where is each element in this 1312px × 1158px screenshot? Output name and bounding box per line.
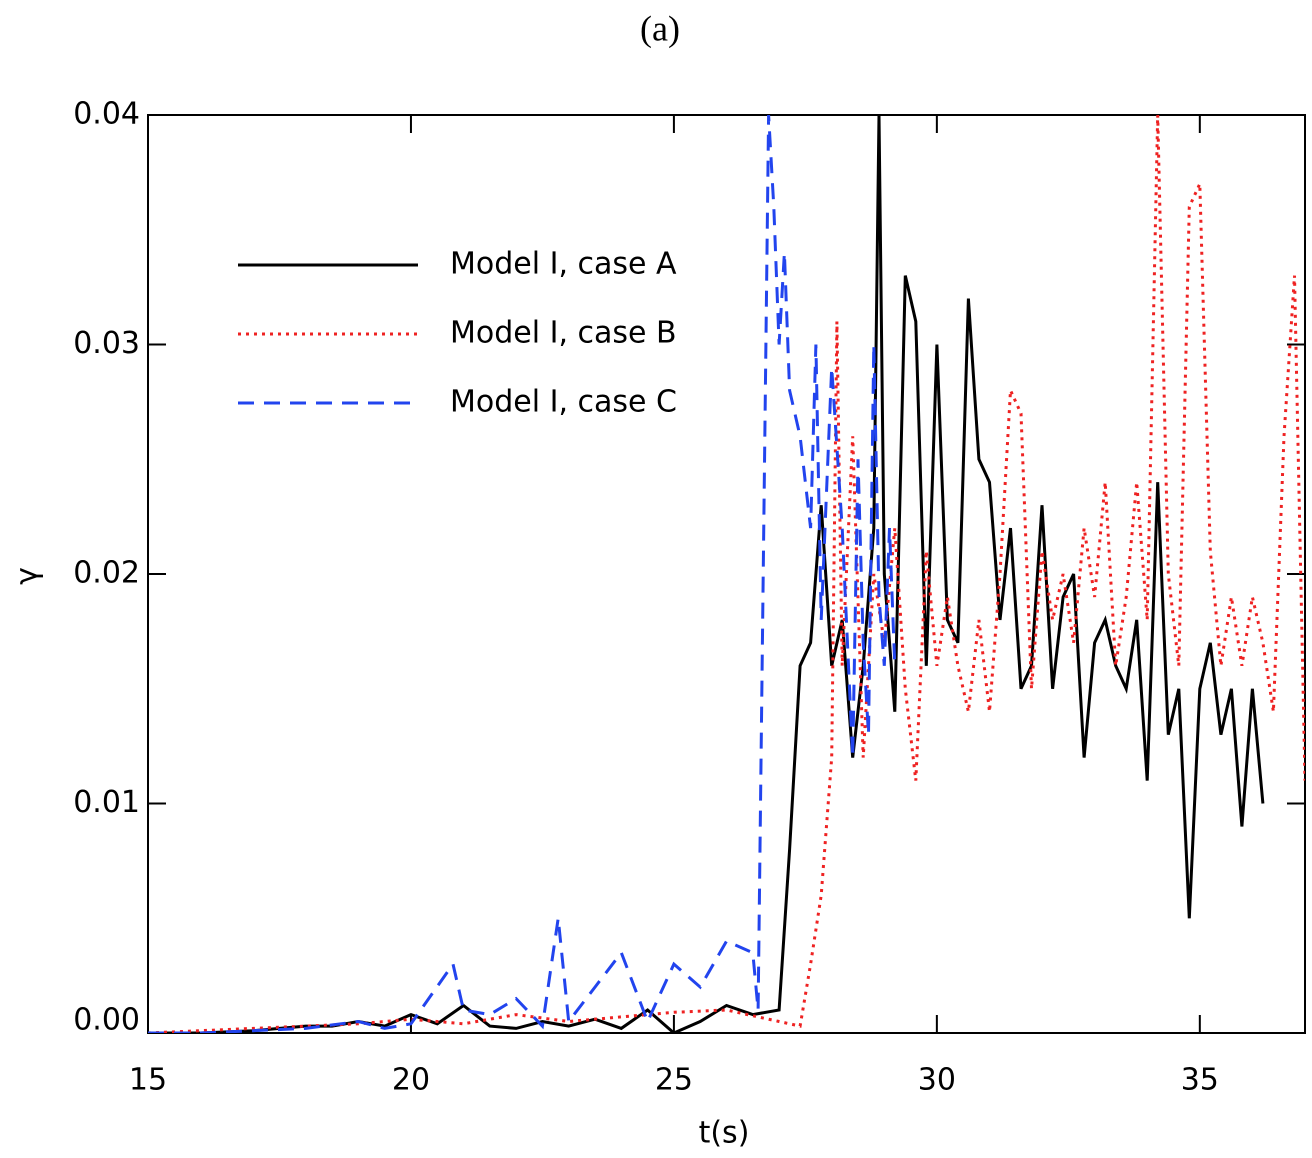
x-tick-label: 30 [918, 1063, 956, 1098]
y-tick-label: 0.01 [73, 785, 140, 820]
x-tick-label: 20 [392, 1063, 430, 1098]
legend-label: Model I, case C [450, 385, 677, 420]
chart-title: (a) [640, 8, 680, 48]
series-line [148, 115, 1305, 1033]
x-tick-label: 25 [655, 1063, 693, 1098]
legend-label: Model I, case A [450, 247, 677, 282]
y-tick-label: 0.00 [73, 1003, 140, 1038]
plot-frame [147, 114, 1306, 1034]
series-line [148, 115, 1265, 1033]
x-tick-label: 15 [129, 1063, 167, 1098]
y-axis-label: γ [10, 567, 45, 585]
y-tick-label: 0.04 [73, 97, 140, 132]
legend-label: Model I, case B [450, 316, 677, 351]
x-axis-label: t(s) [699, 1116, 750, 1151]
y-tick-label: 0.03 [73, 326, 140, 361]
x-tick-label: 35 [1181, 1063, 1219, 1098]
y-tick-label: 0.02 [73, 556, 140, 591]
series-line [148, 115, 897, 1033]
